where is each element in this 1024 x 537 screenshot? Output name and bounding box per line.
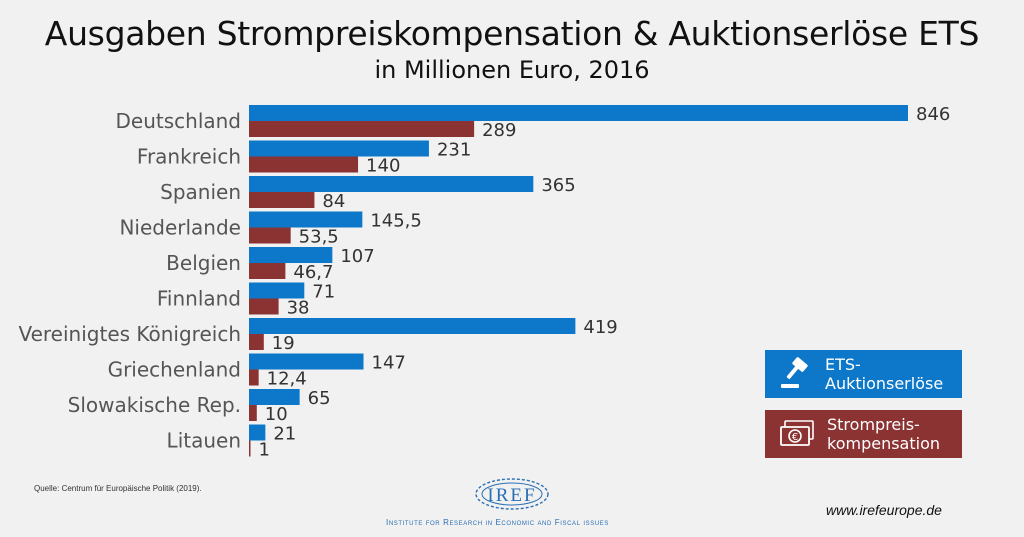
value-label: 846: [916, 104, 950, 125]
category-label: Spanien: [160, 180, 241, 204]
bar-strompreis: [249, 227, 291, 244]
chart-subtitle: in Millionen Euro, 2016: [374, 56, 650, 84]
category-label: Slowakische Rep.: [68, 393, 241, 417]
category-label: Belgien: [166, 251, 241, 275]
legend-ets: ETS- Auktionserlöse: [765, 350, 962, 398]
euro-banknote-icon: €: [780, 420, 814, 446]
category-label: Frankreich: [137, 145, 241, 169]
value-label: 231: [437, 140, 471, 161]
value-label: 21: [273, 424, 296, 445]
bar-ets: [249, 247, 333, 263]
legend-strompreis: € Strompreis- kompensation: [765, 410, 962, 458]
value-label: 10: [265, 404, 288, 425]
bar-strompreis: [249, 121, 475, 137]
bar-ets: [249, 282, 305, 299]
category-labels: Deutschland Frankreich Spanien Niederlande B…: [18, 109, 241, 453]
chart-title: Ausgaben Strompreiskompensation & Auktio…: [44, 14, 980, 53]
legend-ets-line1: ETS-: [825, 355, 861, 374]
category-label: Finnland: [157, 287, 241, 311]
bar-strompreis: [249, 440, 251, 457]
category-label: Deutschland: [116, 109, 242, 133]
bar-ets: [249, 424, 266, 441]
category-label: Niederlande: [119, 216, 241, 240]
bar-ets: [249, 353, 364, 370]
bar-ets: [249, 318, 576, 334]
gavel-icon: [781, 357, 808, 388]
bar-strompreis: [249, 156, 359, 173]
category-label: Litauen: [167, 429, 241, 453]
source-note: Quelle: Centrum für Europäische Politik …: [34, 484, 202, 493]
value-label: 365: [541, 175, 575, 196]
bar-strompreis: [249, 263, 286, 279]
bar-ets: [249, 211, 363, 228]
value-label: 53,5: [299, 227, 339, 248]
svg-text:€: €: [792, 432, 798, 443]
category-label: Griechenland: [108, 358, 241, 382]
value-label: 46,7: [293, 262, 333, 283]
value-label: 65: [308, 388, 331, 409]
value-label: 12,4: [267, 369, 307, 390]
iref-tagline: Institute for Research in Economic and F…: [386, 518, 609, 527]
bar-ets: [249, 176, 534, 192]
legend-strom-line1: Strompreis-: [827, 415, 920, 434]
value-label: 107: [340, 246, 374, 267]
bar-ets: [249, 105, 908, 121]
value-label: 145,5: [370, 211, 422, 232]
value-label: 84: [322, 191, 345, 212]
value-label: 38: [287, 298, 310, 319]
value-label: 147: [372, 353, 406, 374]
value-label: 289: [482, 120, 516, 141]
bar-strompreis: [249, 192, 315, 208]
legend-ets-text: ETS- Auktionserlöse: [825, 355, 943, 393]
value-label: 419: [583, 317, 617, 338]
logo-text: IREF: [487, 485, 536, 506]
bar-strompreis: [249, 369, 259, 386]
legend-ets-line2: Auktionserlöse: [825, 374, 944, 393]
bar-strompreis: [249, 405, 257, 421]
legend-strompreis-text: Strompreis- kompensation: [827, 415, 940, 453]
value-label: 71: [312, 282, 335, 303]
bar-ets: [249, 140, 429, 157]
value-label: 140: [366, 156, 400, 177]
category-label: Vereinigtes Königreich: [18, 322, 241, 346]
website-url[interactable]: www.irefeurope.de: [826, 502, 942, 518]
value-label: 19: [272, 333, 295, 354]
bar-strompreis: [249, 298, 279, 315]
bar-strompreis: [249, 334, 264, 350]
iref-logo: IREF: [475, 478, 549, 510]
bar-ets: [249, 389, 300, 405]
value-label: 1: [259, 440, 270, 461]
legend-strom-line2: kompensation: [827, 434, 940, 453]
bars: [249, 105, 908, 457]
